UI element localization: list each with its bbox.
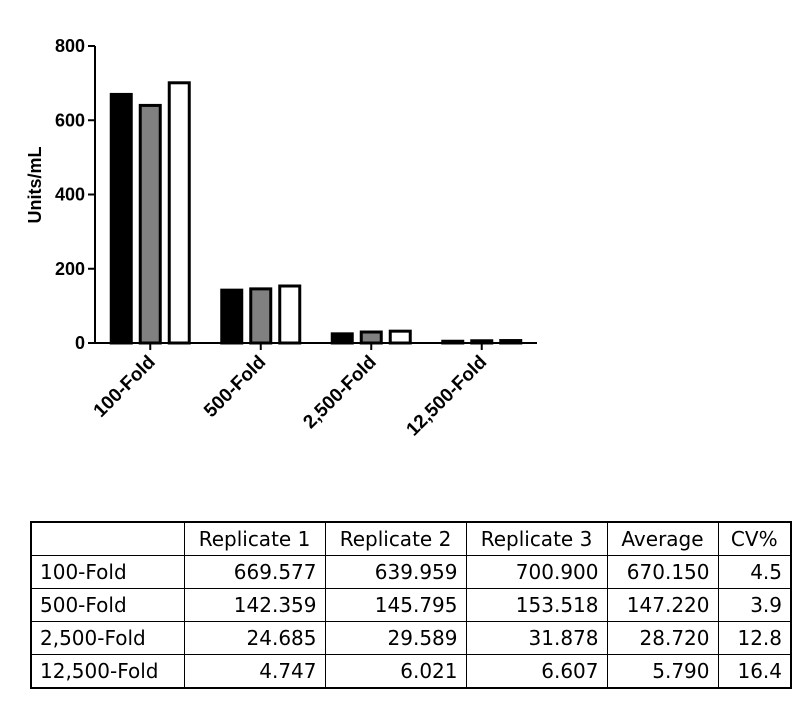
y-tick-label: 0 bbox=[75, 333, 85, 353]
x-tick-label: 2,500-Fold bbox=[299, 352, 380, 433]
table-cell: 639.959 bbox=[324, 555, 467, 589]
table-cell: 28.720 bbox=[606, 621, 719, 655]
table-cell: 4.747 bbox=[183, 654, 326, 689]
table-cell: 669.577 bbox=[183, 555, 326, 589]
row-label: 100-Fold bbox=[30, 555, 185, 589]
table-cell: 670.150 bbox=[606, 555, 719, 589]
row-label: 12,500-Fold bbox=[30, 654, 185, 689]
table-cell: 31.878 bbox=[465, 621, 608, 655]
y-tick-label: 800 bbox=[55, 36, 85, 56]
bar bbox=[109, 92, 133, 345]
bar bbox=[359, 330, 383, 345]
y-axis: 0 200 400 600 800 bbox=[55, 36, 96, 353]
bar bbox=[220, 288, 244, 345]
table-cell: 700.900 bbox=[465, 555, 608, 589]
table-header-cell: Replicate 3 bbox=[465, 521, 608, 556]
table-row: 500-Fold 142.359 145.795 153.518 147.220… bbox=[30, 588, 792, 622]
x-axis: 100-Fold 500-Fold 2,500-Fold 12,500-Fold bbox=[90, 342, 537, 441]
table-cell: 145.795 bbox=[324, 588, 467, 622]
table-header-row: Replicate 1 Replicate 2 Replicate 3 Aver… bbox=[30, 521, 792, 556]
bar bbox=[470, 339, 494, 345]
y-tick-label: 600 bbox=[55, 110, 85, 130]
table-header-cell bbox=[30, 521, 185, 556]
table-cell: 12.8 bbox=[717, 621, 792, 655]
row-label: 500-Fold bbox=[30, 588, 185, 622]
table-cell: 6.607 bbox=[465, 654, 608, 689]
x-tick-label: 100-Fold bbox=[90, 352, 160, 422]
table-cell: 142.359 bbox=[183, 588, 326, 622]
x-tick-label: 500-Fold bbox=[200, 352, 270, 422]
bar bbox=[388, 329, 412, 345]
bar bbox=[499, 339, 523, 345]
table-cell: 5.790 bbox=[606, 654, 719, 689]
bar bbox=[167, 81, 191, 345]
x-tick-label: 12,500-Fold bbox=[403, 352, 492, 441]
bar-chart: 0 200 400 600 800 100-Fold 500-Fold 2,500-Fold… bbox=[25, 36, 537, 441]
bar bbox=[278, 284, 302, 345]
table-cell: 6.021 bbox=[324, 654, 467, 689]
table-cell: 29.589 bbox=[324, 621, 467, 655]
table-cell: 153.518 bbox=[465, 588, 608, 622]
bar bbox=[441, 339, 465, 345]
row-label: 2,500-Fold bbox=[30, 621, 185, 655]
table-header-cell: Average bbox=[606, 521, 719, 556]
table-cell: 3.9 bbox=[717, 588, 792, 622]
bar bbox=[138, 103, 162, 345]
table-cell: 16.4 bbox=[717, 654, 792, 689]
bars bbox=[109, 81, 523, 345]
table-row: 12,500-Fold 4.747 6.021 6.607 5.790 16.4 bbox=[30, 654, 792, 689]
table-row: 2,500-Fold 24.685 29.589 31.878 28.720 1… bbox=[30, 621, 792, 655]
data-table: Replicate 1 Replicate 2 Replicate 3 Aver… bbox=[30, 521, 792, 689]
table-header-cell: Replicate 2 bbox=[324, 521, 467, 556]
y-tick-label: 400 bbox=[55, 185, 85, 205]
table-header-cell: CV% bbox=[717, 521, 792, 556]
table-header-cell: Replicate 1 bbox=[183, 521, 326, 556]
y-tick-label: 200 bbox=[55, 259, 85, 279]
table-cell: 4.5 bbox=[717, 555, 792, 589]
table-cell: 147.220 bbox=[606, 588, 719, 622]
bar bbox=[249, 287, 273, 345]
y-axis-title: Units/mL bbox=[25, 146, 45, 223]
table-cell: 24.685 bbox=[183, 621, 326, 655]
bar bbox=[330, 332, 354, 345]
table-row: 100-Fold 669.577 639.959 700.900 670.150… bbox=[30, 555, 792, 589]
